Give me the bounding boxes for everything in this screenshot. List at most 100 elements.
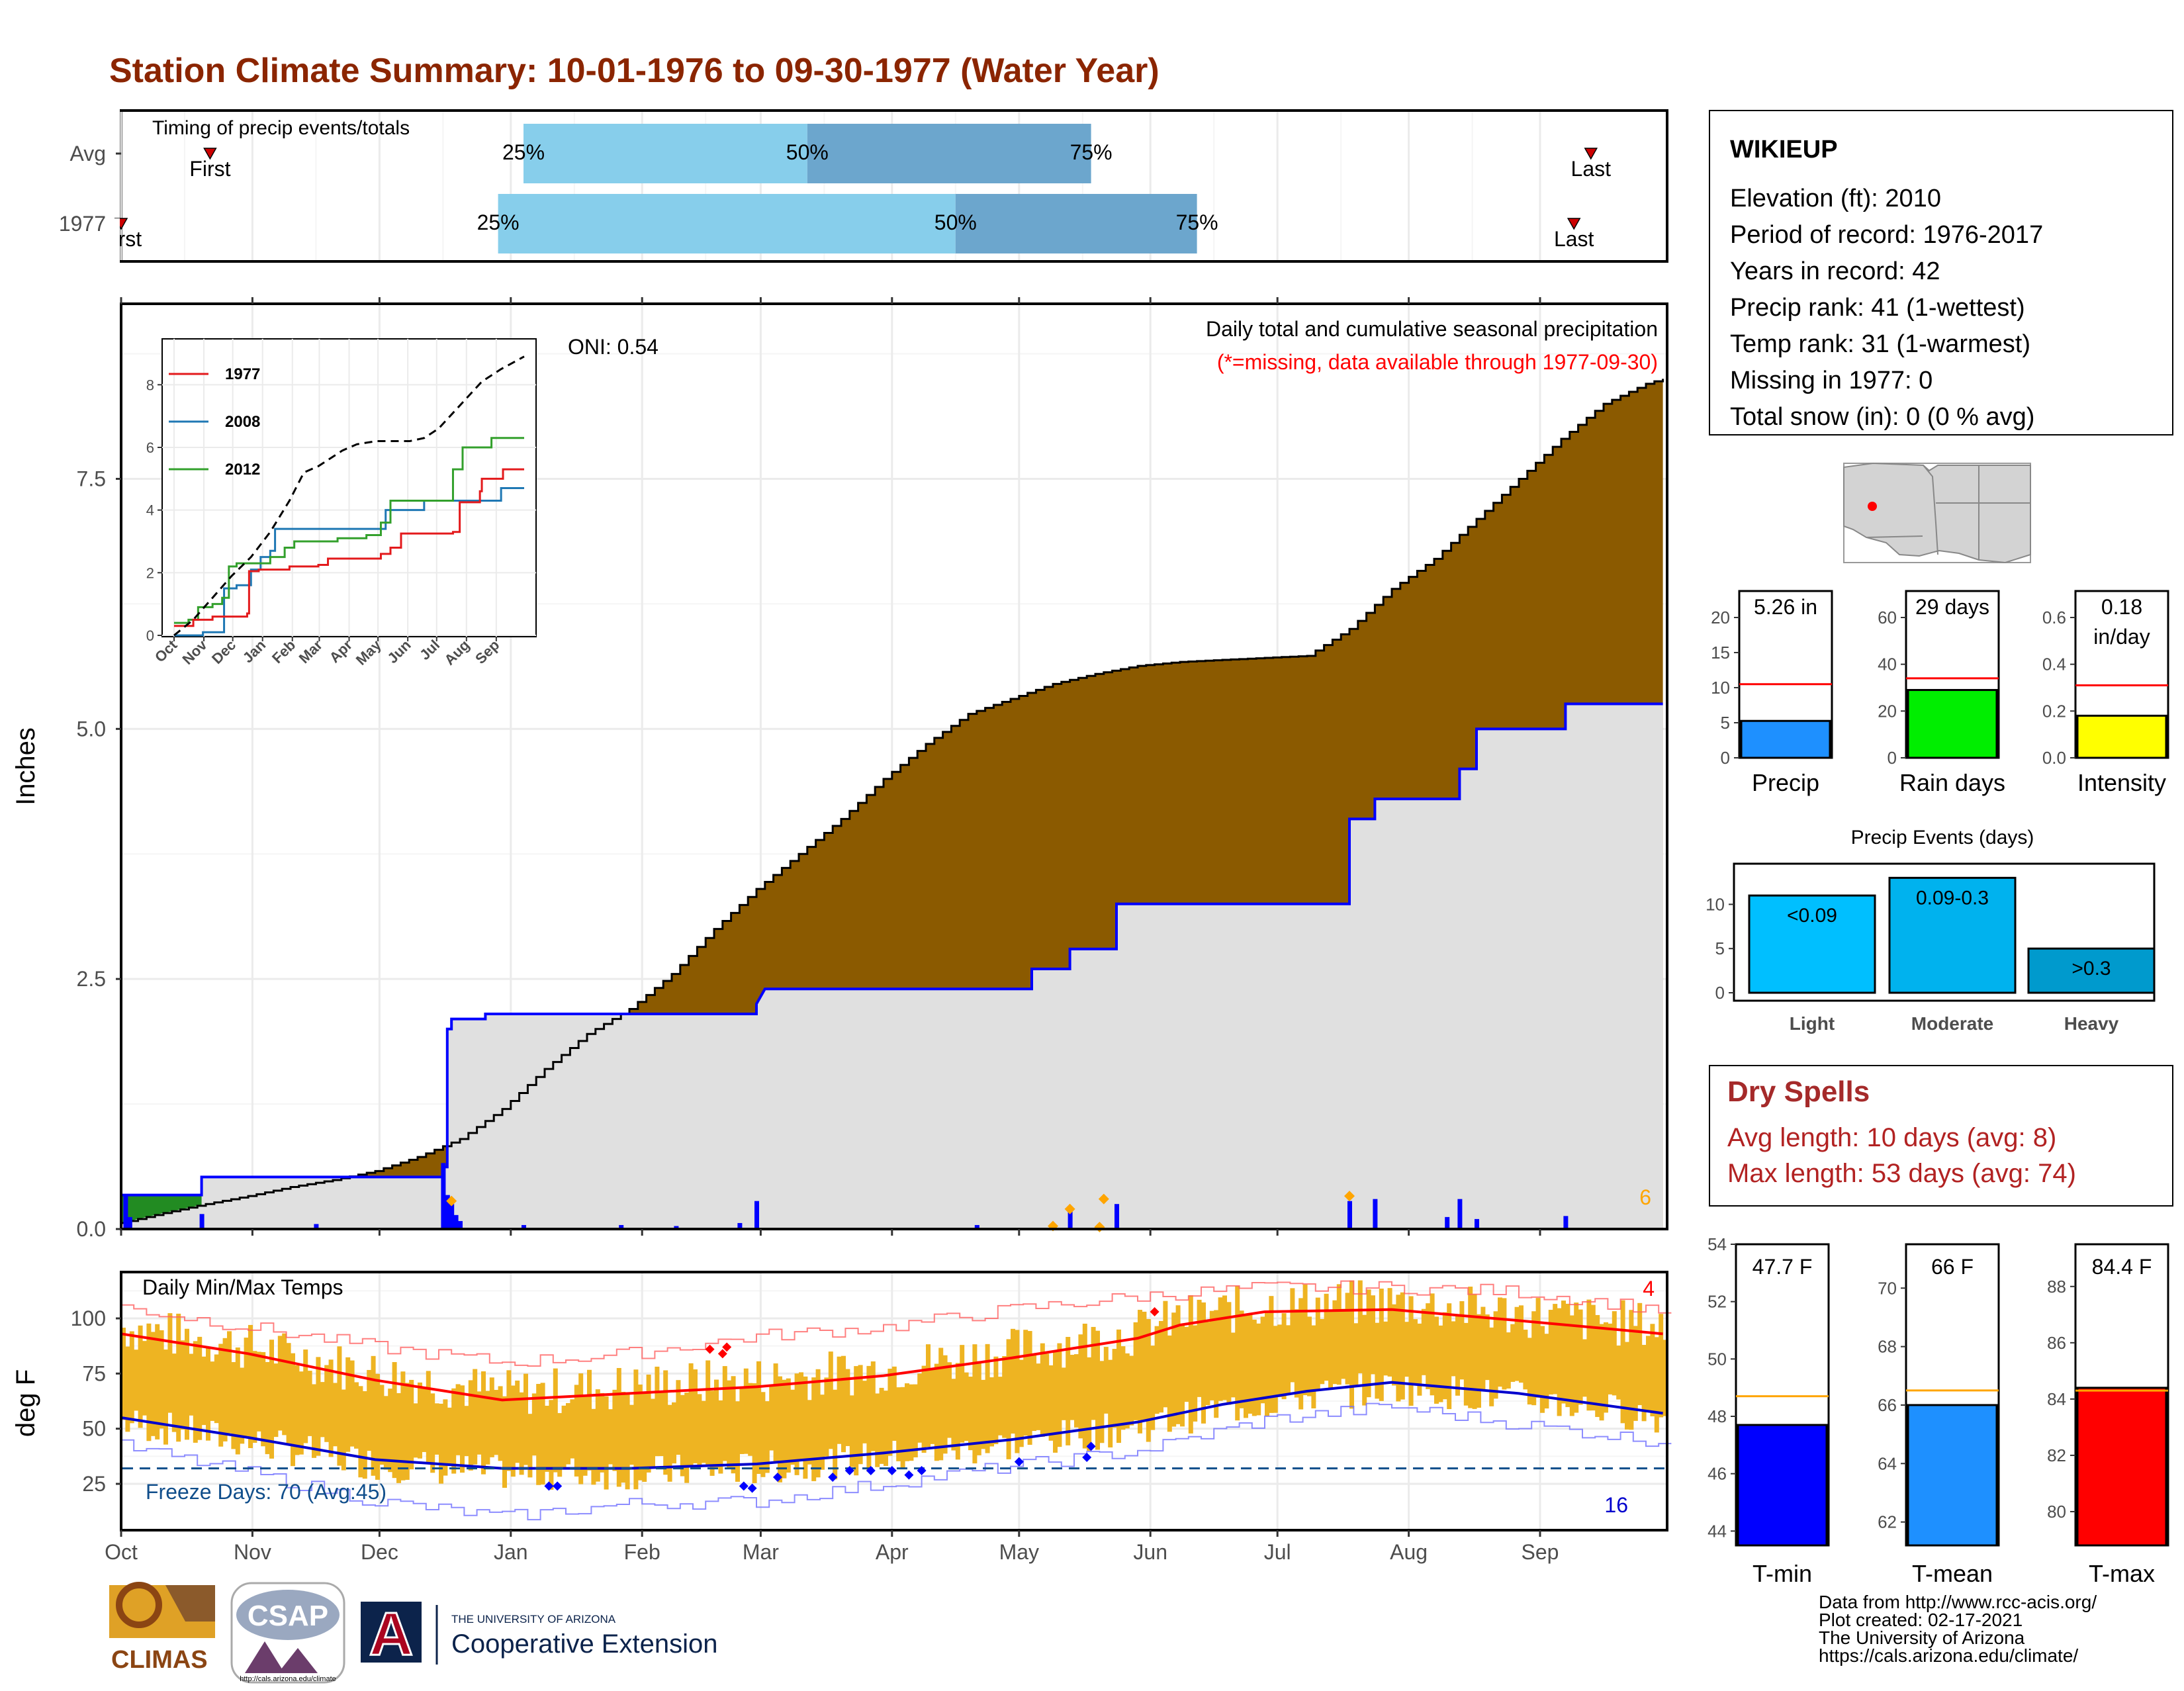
freeze-days-label: Freeze Days: 70 (Avg:45) [146, 1480, 387, 1504]
record-low-marker [553, 1481, 563, 1491]
temp-panel-tick-label: 52 [1707, 1292, 1727, 1312]
daily-temp-bar [1514, 1306, 1520, 1381]
daily-temp-bar [1235, 1285, 1240, 1421]
daily-temp-bar [1578, 1309, 1583, 1405]
record-low-marker [739, 1481, 749, 1491]
inset-y-tick-label: 2 [146, 565, 154, 581]
daily-temp-bar [1273, 1326, 1278, 1413]
daily-temp-bar [193, 1341, 198, 1443]
daily-temp-bar [430, 1393, 435, 1473]
daily-temp-bar [1646, 1336, 1651, 1412]
daily-temp-bar [354, 1382, 359, 1449]
credit-line: https://cals.arizona.edu/climate/ [1819, 1645, 2078, 1666]
temp-panel-tick-label: 68 [1878, 1337, 1897, 1357]
temp-panel-tick-label: 82 [2047, 1445, 2066, 1465]
daily-temp-bar [303, 1349, 308, 1443]
daily-temp-bar [455, 1384, 461, 1455]
daily-temp-bar [248, 1324, 253, 1449]
above-avg-area [121, 1195, 202, 1223]
temp-panel-bar [1737, 1424, 1828, 1547]
daily-temp-bar [1477, 1314, 1481, 1408]
temp-panel-tick-label: 46 [1707, 1464, 1727, 1484]
temp-panel-label: T-mean [1912, 1560, 1993, 1587]
ua-logo-small: THE UNIVERSITY OF ARIZONA [451, 1613, 616, 1625]
daily-temp-bar [1544, 1334, 1549, 1409]
daily-precip-bar [199, 1214, 205, 1229]
precip-y-tick-label: 7.5 [77, 467, 106, 490]
daily-temp-bar [1438, 1325, 1443, 1402]
daily-temp-bar [1180, 1324, 1185, 1427]
daily-temp-bar [1604, 1322, 1608, 1413]
daily-temp-bar [1002, 1355, 1007, 1438]
missing-data-marker [446, 1195, 457, 1207]
station-info-line: Years in record: 42 [1730, 257, 1940, 285]
daily-temp-bar [439, 1403, 443, 1484]
daily-temp-bar [756, 1361, 761, 1474]
daily-temp-bar [1328, 1310, 1333, 1388]
timing-bar-q1 [498, 194, 956, 253]
inset-y-tick-label: 0 [146, 627, 154, 644]
daily-temp-bar [1019, 1359, 1024, 1447]
daily-temp-bar [396, 1393, 401, 1483]
x-tick-label: Apr [876, 1540, 909, 1564]
daily-temp-bar [985, 1344, 990, 1453]
daily-temp-bar [489, 1377, 494, 1457]
daily-temp-bar [1472, 1294, 1477, 1409]
daily-temp-bar [942, 1355, 948, 1454]
timing-row-label: Avg [69, 142, 106, 165]
station-info-line: Total snow (in): 0 (0 % avg) [1730, 403, 2034, 431]
daily-temp-bar [312, 1384, 316, 1458]
last-event-marker [1567, 218, 1581, 230]
daily-temp-bar [1159, 1320, 1163, 1413]
daily-temp-bar [1650, 1324, 1655, 1417]
daily-temp-bar [688, 1363, 694, 1467]
daily-temp-bar [1154, 1326, 1160, 1414]
events-bar-label: Moderate [1911, 1013, 1993, 1034]
daily-temp-bar [214, 1354, 219, 1424]
daily-temp-bar [968, 1376, 973, 1451]
temp-panel-value: 47.7 F [1752, 1255, 1813, 1279]
daily-temp-bar [887, 1369, 893, 1456]
record-low-marker [844, 1466, 854, 1475]
daily-temp-bar [676, 1380, 681, 1455]
daily-temp-bar [891, 1366, 897, 1441]
precip-panel-tick-label: 20 [1711, 608, 1730, 627]
daily-temp-bar [1294, 1309, 1299, 1398]
daily-temp-bar [129, 1331, 134, 1424]
daily-temp-bar [261, 1351, 266, 1447]
daily-temp-bar [1362, 1314, 1367, 1406]
timing-p25-label: 25% [502, 140, 545, 164]
daily-temp-bar [951, 1379, 956, 1451]
daily-temp-bar [349, 1360, 355, 1447]
csap-logo-text: CSAP [248, 1600, 328, 1632]
events-bar-label: Light [1790, 1013, 1835, 1034]
daily-temp-bar [633, 1369, 639, 1490]
credit-line: Plot created: 02-17-2021 [1819, 1610, 2023, 1630]
daily-temp-bar [1167, 1335, 1172, 1432]
daily-precip-bar [458, 1220, 463, 1229]
daily-temp-bar [1290, 1288, 1295, 1383]
daily-temp-bar [1523, 1330, 1528, 1390]
station-info-line: Period of record: 1976-2017 [1730, 221, 2043, 249]
daily-temp-bar [1053, 1350, 1058, 1453]
daily-temp-bar [778, 1376, 782, 1483]
precip-panel-value: 5.26 in [1754, 595, 1817, 619]
daily-temp-bar [316, 1357, 321, 1456]
temp-panel-bar [1907, 1404, 1998, 1547]
daily-temp-bar [277, 1336, 283, 1431]
daily-temp-bar [727, 1380, 732, 1469]
x-tick-label: May [999, 1540, 1039, 1564]
daily-temp-bar [1451, 1321, 1456, 1377]
daily-temp-bar [485, 1391, 490, 1465]
daily-temp-bar [527, 1414, 533, 1478]
daily-temp-bar [1586, 1299, 1592, 1411]
daily-temp-bar [870, 1361, 876, 1451]
daily-precip-bar [1563, 1216, 1569, 1229]
daily-temp-bar [1091, 1326, 1096, 1420]
obs-cumulative-line [121, 702, 1663, 1197]
daily-temp-bar [1612, 1311, 1617, 1396]
daily-temp-bar [828, 1351, 833, 1449]
daily-temp-bar [1082, 1323, 1087, 1449]
daily-temp-bar [833, 1389, 838, 1480]
